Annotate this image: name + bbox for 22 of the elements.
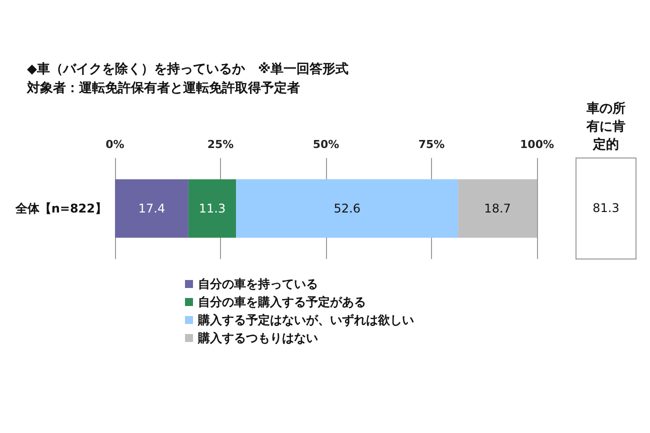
- legend-label: 購入するつもりはない: [197, 331, 318, 345]
- data-label: 11.3: [198, 202, 226, 216]
- text: 81.3: [592, 201, 620, 215]
- x-tick-label: 100%: [520, 138, 554, 151]
- data-label: 17.4: [138, 202, 166, 216]
- legend-label: 自分の車を持っている: [198, 277, 318, 291]
- bar: [115, 179, 188, 238]
- text: 車の所有に肯定的: [586, 100, 626, 152]
- x-tick-label: 75%: [418, 138, 445, 151]
- legend-label: 自分の車を購入する予定がある: [198, 295, 366, 309]
- data-label: 52.6: [334, 202, 360, 216]
- x-tick-label: 0%: [106, 138, 124, 151]
- x-tick-label: 50%: [312, 138, 340, 151]
- bar: [458, 179, 537, 238]
- bar: [188, 179, 236, 238]
- chart-title: ◆車（バイクを除く）を持っているか ※単一回答形式: [27, 61, 349, 77]
- bar: [236, 179, 458, 238]
- data-label: 18.7: [484, 202, 511, 216]
- y-tick-label: 全体【n=822】: [14, 202, 107, 216]
- chart-subtitle: 対象者：運転免許保有者と運転免許取得予定者: [26, 80, 300, 96]
- x-tick-label: 25%: [207, 138, 234, 151]
- legend-label: 購入する予定はないが、いずれは欲しい: [197, 313, 414, 327]
